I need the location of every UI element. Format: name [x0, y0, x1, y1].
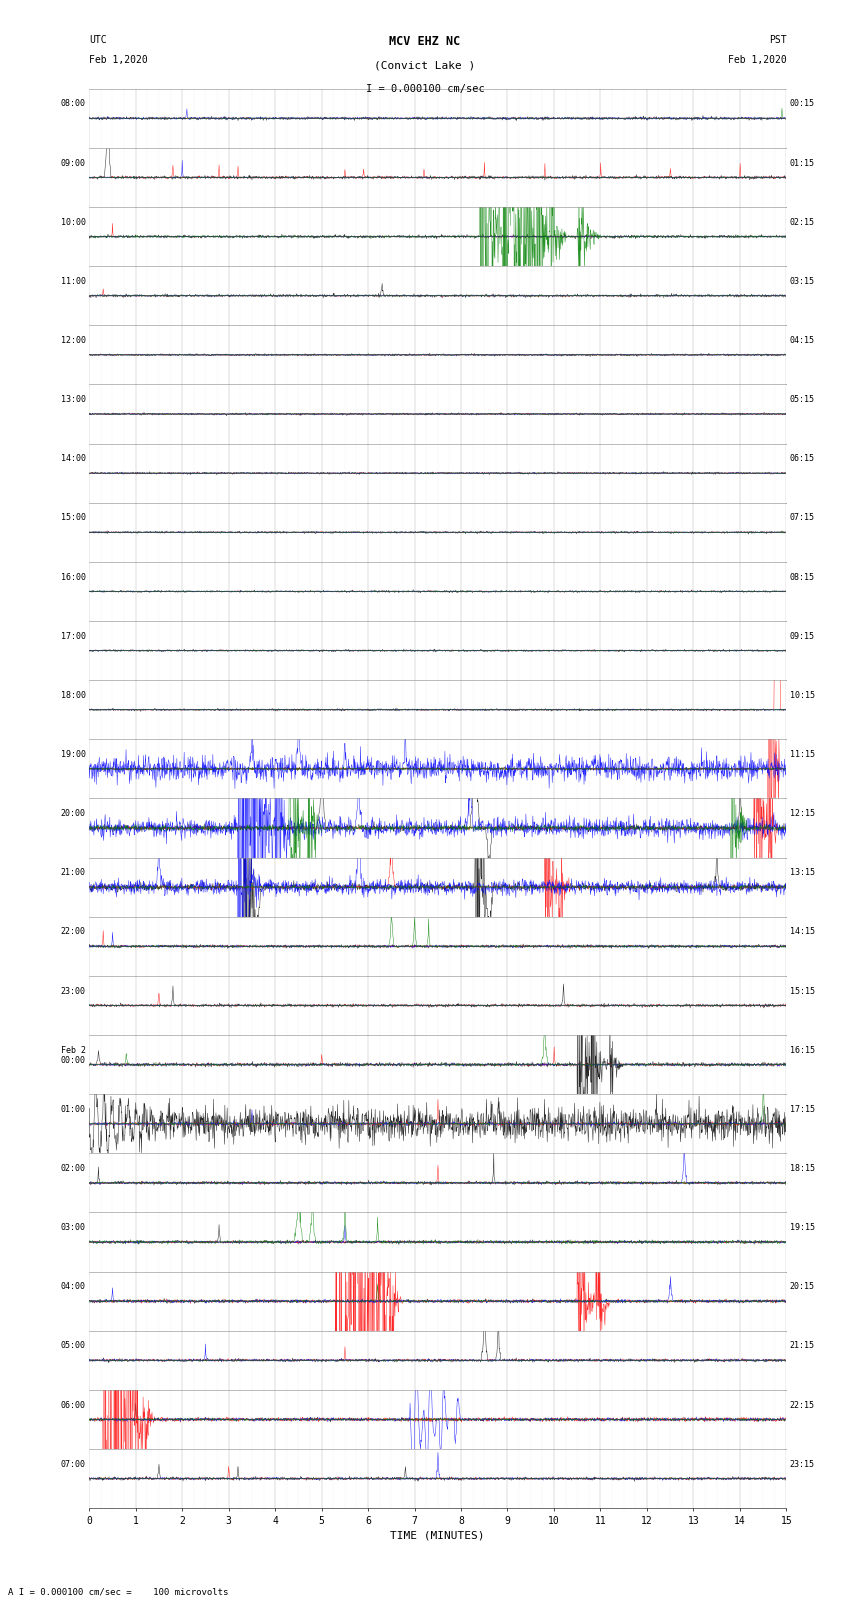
Text: 01:00: 01:00	[60, 1105, 86, 1115]
Text: Feb 1,2020: Feb 1,2020	[728, 55, 786, 65]
Text: PST: PST	[768, 35, 786, 45]
Text: 09:15: 09:15	[790, 632, 815, 640]
Text: 21:15: 21:15	[790, 1342, 815, 1350]
Text: 17:15: 17:15	[790, 1105, 815, 1115]
Text: 03:00: 03:00	[60, 1223, 86, 1232]
Text: 18:15: 18:15	[790, 1165, 815, 1173]
Text: 20:00: 20:00	[60, 810, 86, 818]
Text: 12:15: 12:15	[790, 810, 815, 818]
Text: 14:15: 14:15	[790, 927, 815, 937]
Text: 08:00: 08:00	[60, 100, 86, 108]
Text: 09:00: 09:00	[60, 158, 86, 168]
Text: 13:15: 13:15	[790, 868, 815, 877]
X-axis label: TIME (MINUTES): TIME (MINUTES)	[390, 1531, 485, 1540]
Text: 10:00: 10:00	[60, 218, 86, 227]
Text: 14:00: 14:00	[60, 455, 86, 463]
Text: 05:00: 05:00	[60, 1342, 86, 1350]
Text: 16:00: 16:00	[60, 573, 86, 582]
Text: 22:15: 22:15	[790, 1400, 815, 1410]
Text: 13:00: 13:00	[60, 395, 86, 405]
Text: 00:15: 00:15	[790, 100, 815, 108]
Text: 18:00: 18:00	[60, 690, 86, 700]
Text: 19:15: 19:15	[790, 1223, 815, 1232]
Text: 15:00: 15:00	[60, 513, 86, 523]
Text: 15:15: 15:15	[790, 987, 815, 995]
Text: Feb 1,2020: Feb 1,2020	[89, 55, 148, 65]
Text: 21:00: 21:00	[60, 868, 86, 877]
Text: 16:15: 16:15	[790, 1045, 815, 1055]
Text: 23:15: 23:15	[790, 1460, 815, 1469]
Text: 07:15: 07:15	[790, 513, 815, 523]
Text: 06:00: 06:00	[60, 1400, 86, 1410]
Text: 07:00: 07:00	[60, 1460, 86, 1469]
Text: 11:00: 11:00	[60, 277, 86, 286]
Text: A I = 0.000100 cm/sec =    100 microvolts: A I = 0.000100 cm/sec = 100 microvolts	[8, 1587, 229, 1597]
Text: 02:00: 02:00	[60, 1165, 86, 1173]
Text: 17:00: 17:00	[60, 632, 86, 640]
Text: 01:15: 01:15	[790, 158, 815, 168]
Text: 02:15: 02:15	[790, 218, 815, 227]
Text: (Convict Lake ): (Convict Lake )	[374, 61, 476, 71]
Text: I = 0.000100 cm/sec: I = 0.000100 cm/sec	[366, 84, 484, 94]
Text: 05:15: 05:15	[790, 395, 815, 405]
Text: UTC: UTC	[89, 35, 107, 45]
Text: 06:15: 06:15	[790, 455, 815, 463]
Text: 22:00: 22:00	[60, 927, 86, 937]
Text: 20:15: 20:15	[790, 1282, 815, 1292]
Text: 11:15: 11:15	[790, 750, 815, 760]
Text: 04:00: 04:00	[60, 1282, 86, 1292]
Text: 23:00: 23:00	[60, 987, 86, 995]
Text: 10:15: 10:15	[790, 690, 815, 700]
Text: Feb 2
00:00: Feb 2 00:00	[60, 1045, 86, 1065]
Text: 19:00: 19:00	[60, 750, 86, 760]
Text: 12:00: 12:00	[60, 336, 86, 345]
Text: 03:15: 03:15	[790, 277, 815, 286]
Text: 08:15: 08:15	[790, 573, 815, 582]
Text: 04:15: 04:15	[790, 336, 815, 345]
Text: MCV EHZ NC: MCV EHZ NC	[389, 35, 461, 48]
